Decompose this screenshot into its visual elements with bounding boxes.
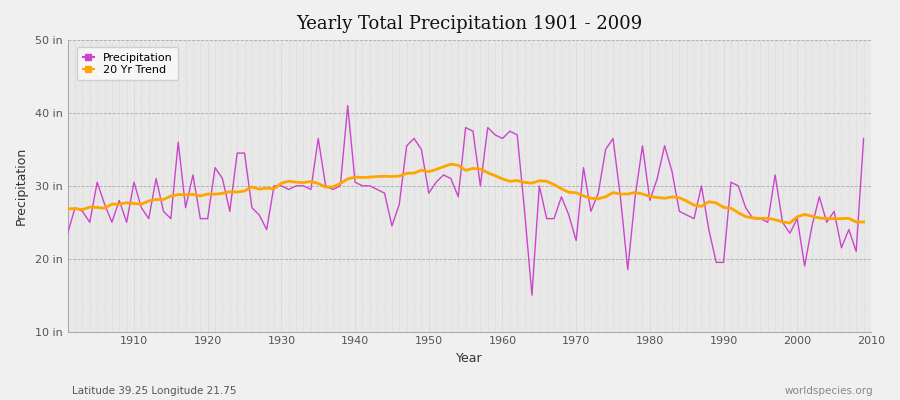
Legend: Precipitation, 20 Yr Trend: Precipitation, 20 Yr Trend — [77, 47, 178, 80]
Text: Latitude 39.25 Longitude 21.75: Latitude 39.25 Longitude 21.75 — [72, 386, 237, 396]
X-axis label: Year: Year — [456, 352, 482, 365]
Text: worldspecies.org: worldspecies.org — [785, 386, 873, 396]
Title: Yearly Total Precipitation 1901 - 2009: Yearly Total Precipitation 1901 - 2009 — [296, 15, 643, 33]
Y-axis label: Precipitation: Precipitation — [15, 147, 28, 225]
